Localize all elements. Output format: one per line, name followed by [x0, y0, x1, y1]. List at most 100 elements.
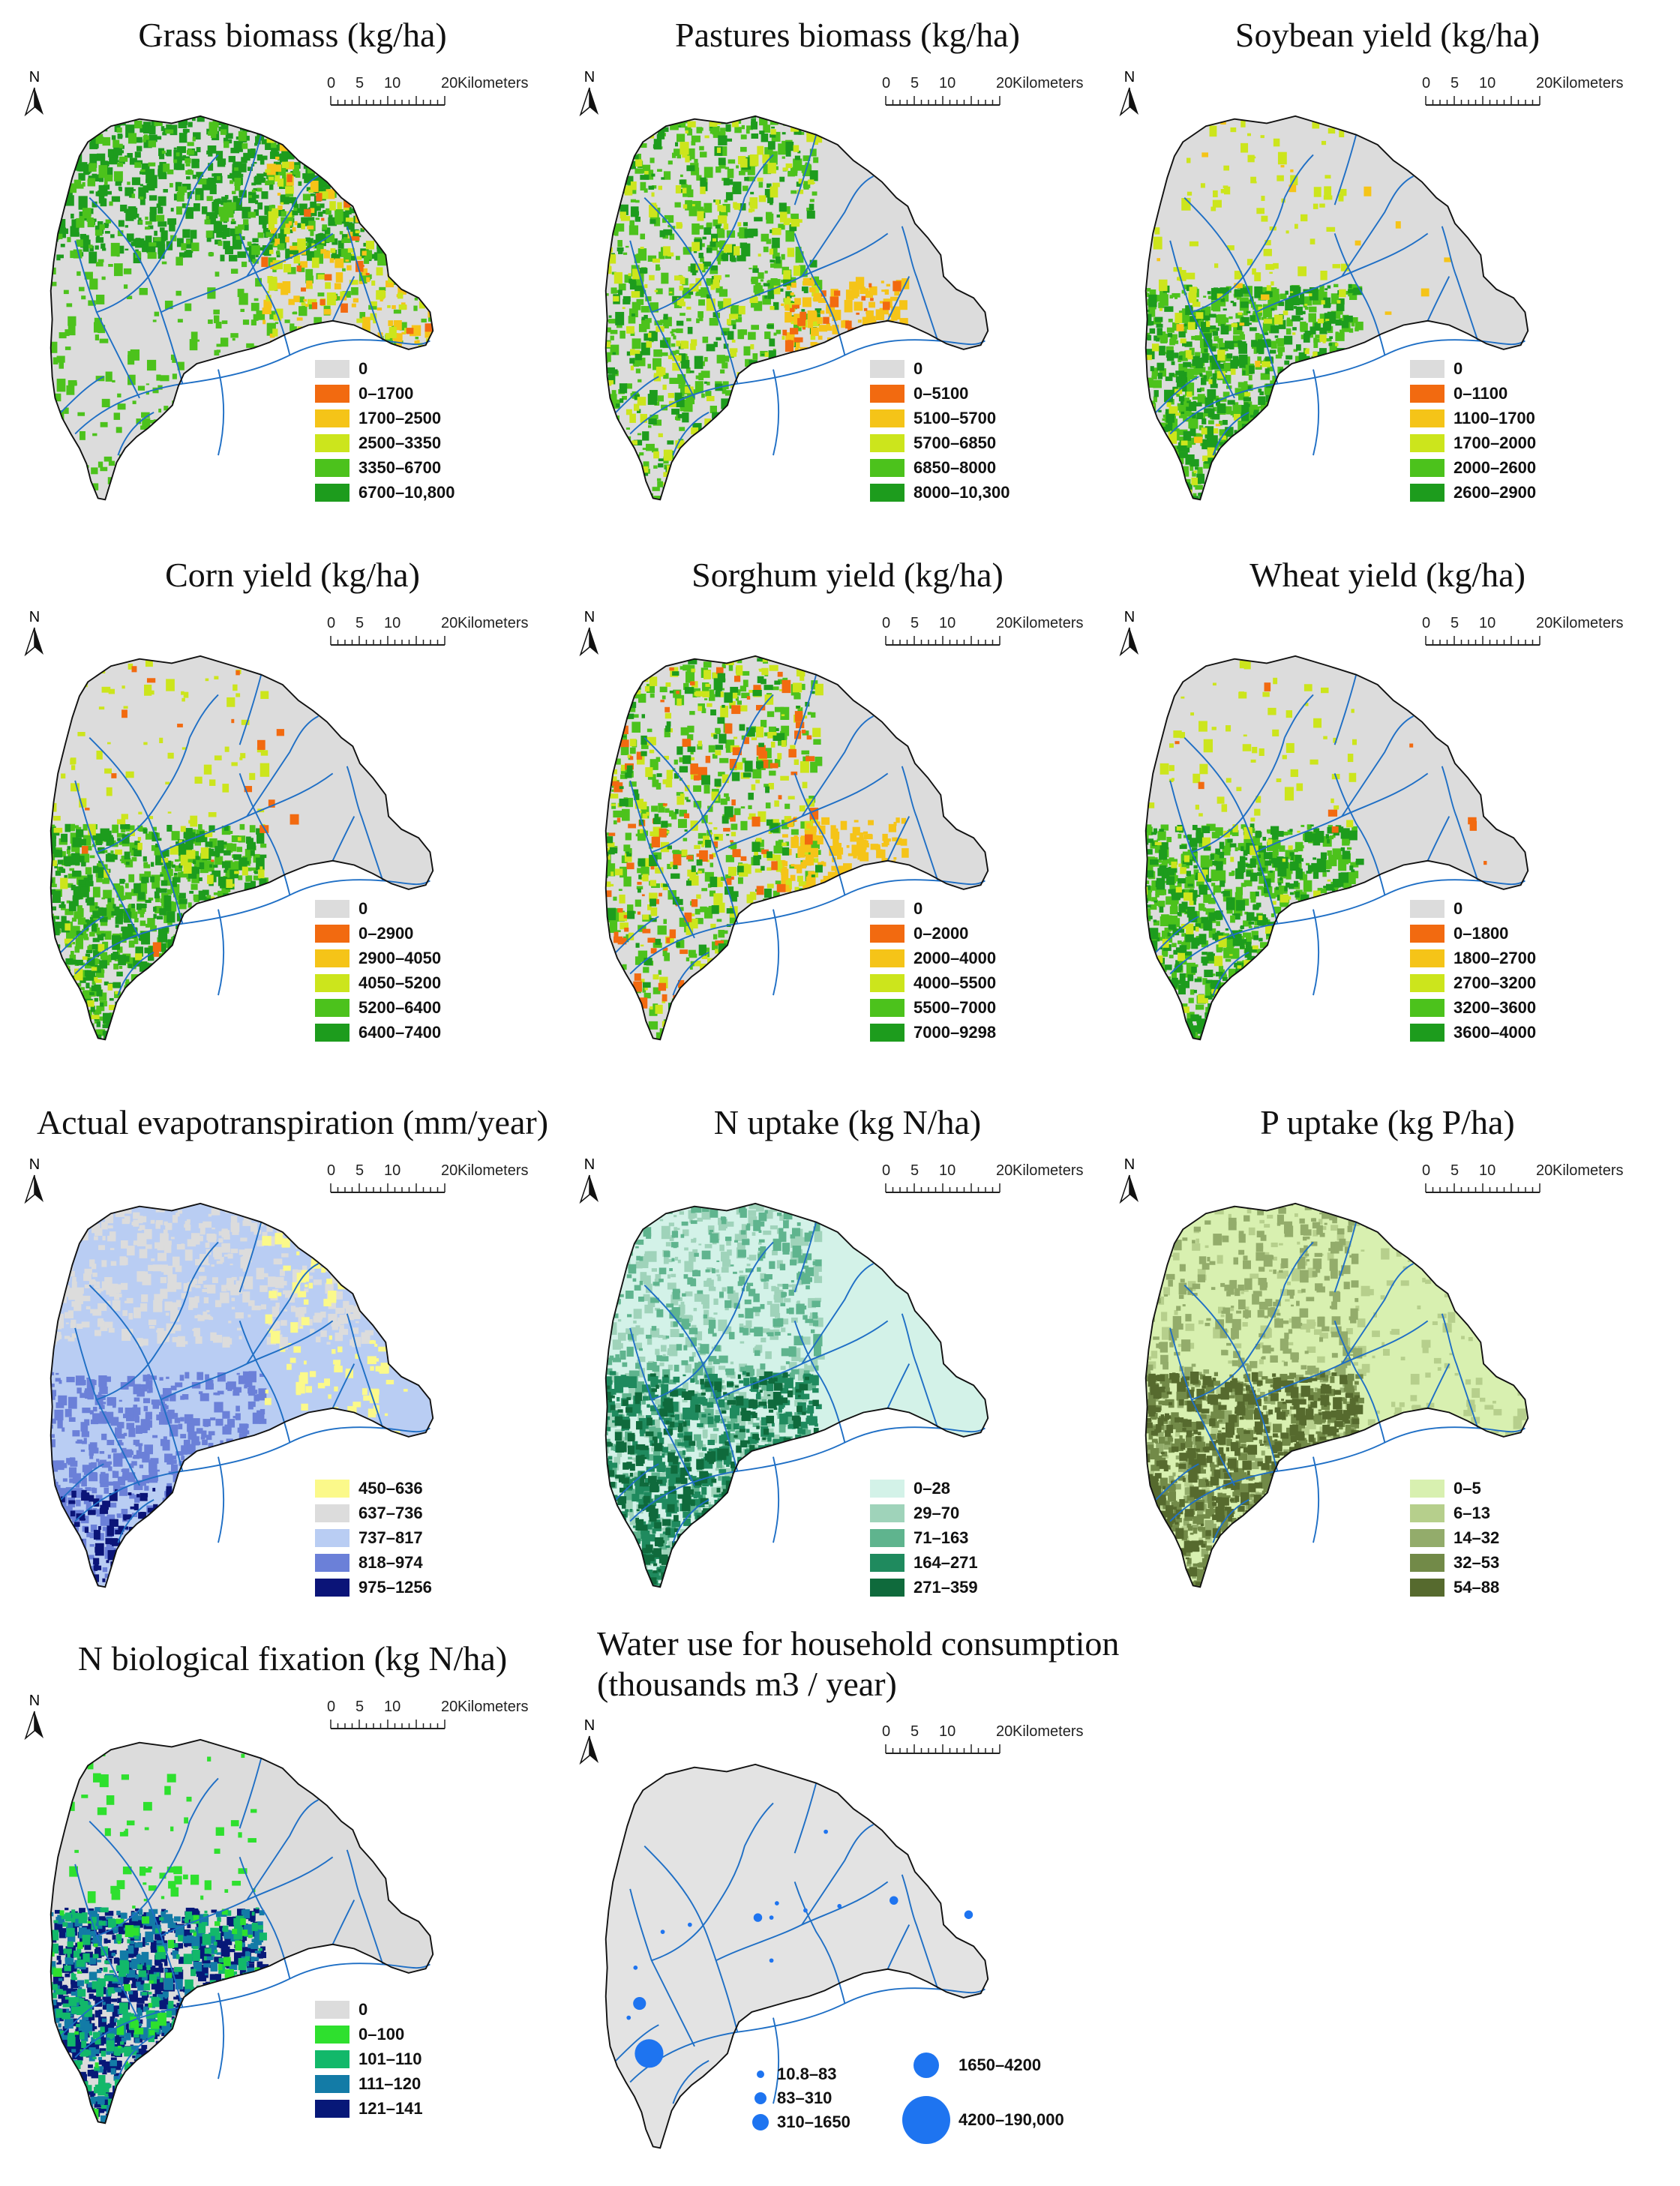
- legend-swatch: [870, 973, 904, 992]
- legend-swatch: [315, 973, 350, 992]
- river-network: [60, 1758, 430, 2080]
- basin-outline: [604, 1763, 989, 2149]
- bubble-size-marker: [752, 2114, 769, 2131]
- water-use-point: [633, 1996, 646, 2011]
- north-label: N: [1124, 609, 1136, 625]
- legend-label: 111–120: [358, 2074, 422, 2093]
- basin-outline: [1144, 115, 1529, 501]
- scale-bar: 0 5 10 20 Kilometers: [1422, 75, 1642, 112]
- basin-area: [605, 1764, 988, 2149]
- scale-tick-label: 5: [1450, 75, 1460, 91]
- legend-swatch: [1410, 483, 1444, 502]
- legend-label: 6400–7400: [358, 1022, 442, 1042]
- legend-label: 0: [358, 898, 368, 918]
- legend-item: 818–974: [315, 1550, 432, 1575]
- panel-title: N biological fixation (kg N/ha): [77, 1639, 508, 1678]
- scale-unit-label: Kilometers: [458, 615, 529, 631]
- panel-n-biological-fixation: N biological fixation (kg N/ha) N 0 5 10 20 Ki…: [15, 1639, 570, 2179]
- scale-tick-label: 10: [939, 1723, 956, 1740]
- legend-item: 2600–2900: [1410, 480, 1536, 505]
- legend-item: 0–28: [870, 1476, 978, 1501]
- scale-tick-label: 5: [910, 615, 920, 631]
- scale-tick-label: 20: [996, 1723, 1013, 1740]
- legend-item: 121–141: [315, 2096, 423, 2121]
- scale-tick-label: 10: [939, 615, 956, 631]
- legend-label: 2500–3350: [358, 433, 442, 452]
- legend-item: 1700–2000: [1410, 430, 1536, 455]
- panel-n-uptake: N uptake (kg N/ha) N 0 5 10 20 Kilometers 0–28 2…: [570, 1102, 1125, 1627]
- water-use-point: [769, 1958, 774, 1963]
- legend-item: 3600–4000: [1410, 1020, 1536, 1045]
- legend-item: 0–2900: [315, 921, 441, 946]
- north-arrow-icon: N: [22, 1156, 46, 1208]
- legend-swatch: [870, 949, 904, 967]
- north-label: N: [1124, 69, 1136, 85]
- legend-label: 8000–10,300: [914, 482, 1010, 502]
- scale-tick-label: 5: [1450, 1162, 1460, 1179]
- water-use-point: [633, 1965, 638, 1970]
- north-label: N: [1124, 1156, 1136, 1173]
- water-use-point: [753, 1913, 763, 1922]
- legend-label: 0–1100: [1454, 383, 1508, 403]
- scale-tick-label: 20: [996, 75, 1013, 91]
- legend-item: 0: [1410, 896, 1536, 921]
- legend-label: 0–28: [914, 1478, 950, 1498]
- legend-swatch: [315, 384, 350, 403]
- bubble-size-marker: [754, 2092, 766, 2104]
- legend-label: 4050–5200: [358, 973, 442, 992]
- bubble-legend-item: 4200–190,000: [900, 2096, 1064, 2144]
- north-arrow-icon: N: [1118, 69, 1142, 121]
- legend-item: 14–32: [1410, 1525, 1499, 1550]
- panel-title: Actual evapotranspiration (mm/year): [36, 1103, 549, 1141]
- north-arrow-icon: N: [1118, 1156, 1142, 1208]
- legend-swatch: [1410, 1023, 1444, 1042]
- legend-item: 0–5: [1410, 1476, 1499, 1501]
- legend-label: 54–88: [1454, 1577, 1500, 1597]
- scale-tick-label: 20: [1536, 1162, 1553, 1179]
- river-network: [1155, 674, 1526, 996]
- legend: 0 0–100 101–110 111–120 121–141: [315, 1997, 423, 2121]
- legend-label: 4000–5500: [914, 973, 997, 992]
- scale-unit-label: Kilometers: [1552, 75, 1624, 91]
- bubble-legend-item: 1650–4200: [900, 2053, 1041, 2078]
- north-label: N: [584, 69, 596, 85]
- legend-swatch: [315, 409, 350, 427]
- legend-swatch: [870, 1023, 904, 1042]
- scale-bar: 0 5 10 20 Kilometers: [882, 75, 1102, 112]
- bubble-legend-label: 1650–4200: [958, 2056, 1042, 2074]
- legend-swatch: [1410, 949, 1444, 967]
- legend-swatch: [1410, 899, 1444, 918]
- legend-label: 1100–1700: [1454, 408, 1535, 427]
- legend-swatch: [315, 2000, 350, 2019]
- legend-swatch: [870, 458, 904, 477]
- scale-tick-label: 20: [441, 1162, 458, 1179]
- legend-item: 975–1256: [315, 1575, 432, 1600]
- legend-swatch: [315, 433, 350, 452]
- scale-tick-label: 20: [441, 75, 458, 91]
- legend-swatch: [315, 949, 350, 967]
- legend-label: 0: [1454, 898, 1463, 918]
- bubble-size-marker: [914, 2053, 939, 2078]
- legend-swatch: [1410, 409, 1444, 427]
- scale-tick-label: 20: [1536, 615, 1553, 631]
- bubble-legend-label: 4200–190,000: [958, 2110, 1064, 2129]
- water-use-point: [634, 2039, 664, 2068]
- legend-item: 0–2000: [870, 921, 996, 946]
- legend-label: 0–1700: [358, 383, 414, 403]
- water-use-point: [769, 1915, 774, 1920]
- legend-swatch: [315, 924, 350, 943]
- legend-item: 0: [315, 896, 441, 921]
- basin-map: [604, 115, 989, 501]
- legend-label: 29–70: [914, 1503, 960, 1522]
- legend-label: 101–110: [358, 2049, 422, 2068]
- legend-swatch: [315, 1479, 350, 1498]
- legend-swatch: [315, 483, 350, 502]
- legend-label: 7000–9298: [914, 1022, 997, 1042]
- legend-item: 0: [315, 1997, 423, 2022]
- scale-tick-label: 20: [1536, 75, 1553, 91]
- legend-label: 164–271: [914, 1552, 978, 1572]
- scale-bar: 0 5 10 20 Kilometers: [882, 1723, 1102, 1761]
- legend: 0 0–1800 1800–2700 2700–3200 3200–3600 3600–4…: [1410, 896, 1536, 1045]
- legend-swatch: [315, 1553, 350, 1572]
- river-network: [615, 1222, 986, 1543]
